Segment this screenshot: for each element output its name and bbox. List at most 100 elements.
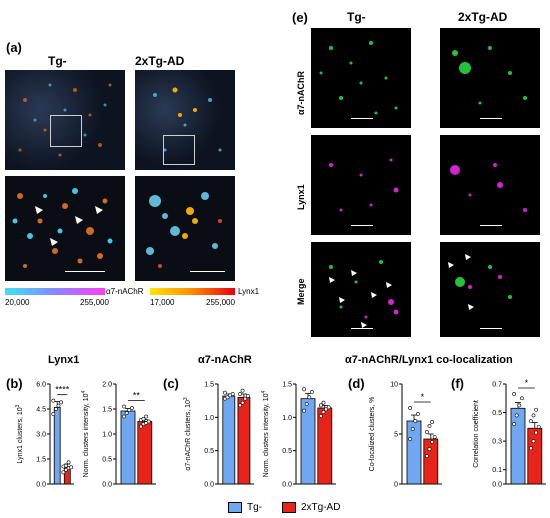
e-ad-lynx1-image [440,135,540,235]
c2-ytick-label: 1.0 [282,415,292,422]
f-point [529,446,533,451]
e-tg-merge-scalebar [351,328,373,329]
c1-ytick-label: 0.5 [204,448,214,455]
b2-point [144,414,149,419]
d-ytick-label: 5 [394,432,398,439]
b2-ytick-label: 0.5 [102,457,112,464]
d-ylabel: Co-localized clusters, % [369,397,376,472]
b2-ylabel: Norm. clusters intensity, 104 [81,390,90,477]
b1-point [56,403,61,408]
c2-point [324,407,329,412]
c1-ytick-label: 1.5 [204,382,214,389]
lynx1-section-title: Lynx1 [48,354,80,366]
alpha7-colorbar-min: 20,000 [5,298,30,307]
d-point [416,412,420,416]
e-ad-alpha7-scalebar [480,118,502,119]
b1-point [66,460,71,465]
e-tg-lynx1-texture [329,158,399,212]
c2-point [319,403,323,408]
lynx1-colorbar-name: Lynx1 [238,287,260,296]
ad-roi-box [163,135,195,165]
tg-zoom-texture [12,188,113,268]
legend-ad-swatch [282,502,296,513]
tg-overview-image [5,70,125,170]
f-point [529,419,533,424]
chart-b1: Lynx1 clusters, 103 0.0 1.5 3.0 4.5 6.0 **** [15,382,74,489]
c1-point [225,395,230,400]
c2-ytick-label: 0.5 [282,448,292,455]
c2-point [302,408,307,413]
d-point [427,424,432,428]
f-ytick-label: 0.7 [492,382,502,389]
e-tg-alpha7-scalebar [351,118,373,119]
d-point [427,447,432,451]
f-ytick-label: 0.1 [492,467,502,474]
b2-ylabel-sup: 4 [81,390,87,393]
f-point [531,439,536,444]
f-bar-ad [527,427,543,485]
legend: Tg- 2xTg-AD [228,502,340,513]
c1-ylabel: α7-nAChR clusters, 103 [183,397,192,471]
panel-f-letter: (f) [451,376,464,391]
b2-bar-ad [137,421,153,485]
f-ytick-label: 0.3 [492,439,502,446]
b2-point [124,411,129,415]
tg-zoom-image [5,176,125,281]
b1-point [59,400,64,405]
b1-point [61,470,66,475]
panel-a-ad-label: 2xTg-AD [135,54,185,68]
c2-point [310,390,314,394]
e-tg-merge-image [311,242,411,337]
f-bar-tg [510,407,526,485]
e-tg-alpha7-texture [319,41,398,115]
ad-zoom-image [135,176,235,281]
ad-zoom-scalebar [190,271,225,272]
f-point [534,430,539,435]
e-ad-alpha7-texture [452,46,527,105]
e-ad-merge-texture [448,254,512,310]
b2-point [130,406,134,410]
b2-point [139,424,143,429]
e-row-lynx1-label: Lynx1 [296,184,306,210]
c2-ylabel: Norm. clusters intensity, 104 [261,390,270,477]
legend-tg-label: Tg- [247,502,262,513]
e-tg-merge-texture [329,260,399,328]
e-row-alpha7-label: α7-nAChR [296,70,306,115]
d-point [430,420,435,424]
c1-point [240,388,245,393]
c1-point [245,394,250,398]
d-ytick-label: 0 [394,482,398,489]
c2-point [321,400,326,405]
lynx1-colorbar-max: 255,000 [206,298,235,307]
b2-sig-label: ** [133,391,141,401]
tg-zoom-scalebar [65,271,105,272]
b2-ytick-label: 1.0 [102,432,112,439]
c1-ylabel-sup: 3 [183,397,189,400]
f-point [514,413,519,418]
f-point [517,403,522,408]
e-ad-merge-scalebar [480,328,502,329]
b1-point [64,463,68,468]
e-tg-alpha7-image [311,28,411,128]
f-point [512,422,517,426]
b1-ytick-label: 6.0 [36,382,46,389]
legend-ad-label: 2xTg-AD [301,502,341,513]
panel-d-letter: (d) [348,376,365,391]
c1-bar-ad [237,396,251,485]
b2-point [122,404,127,409]
b2-ytick-label: 2.0 [102,382,112,389]
panel-b-letter: (b) [6,376,23,391]
legend-tg-swatch [228,502,242,513]
f-point [512,392,517,396]
c2-ylabel-sup: 4 [261,390,267,393]
b1-ylabel: Lynx1 clusters, 103 [15,404,24,463]
lynx1-colorbar-min: 17,000 [150,298,175,307]
c2-point [326,405,331,410]
b1-point [51,412,56,416]
b1-point [54,407,58,411]
f-point [531,413,536,418]
d-point [410,427,415,431]
d-point [413,419,418,423]
d-point [425,454,429,458]
ad-zoom-texture [146,192,222,268]
